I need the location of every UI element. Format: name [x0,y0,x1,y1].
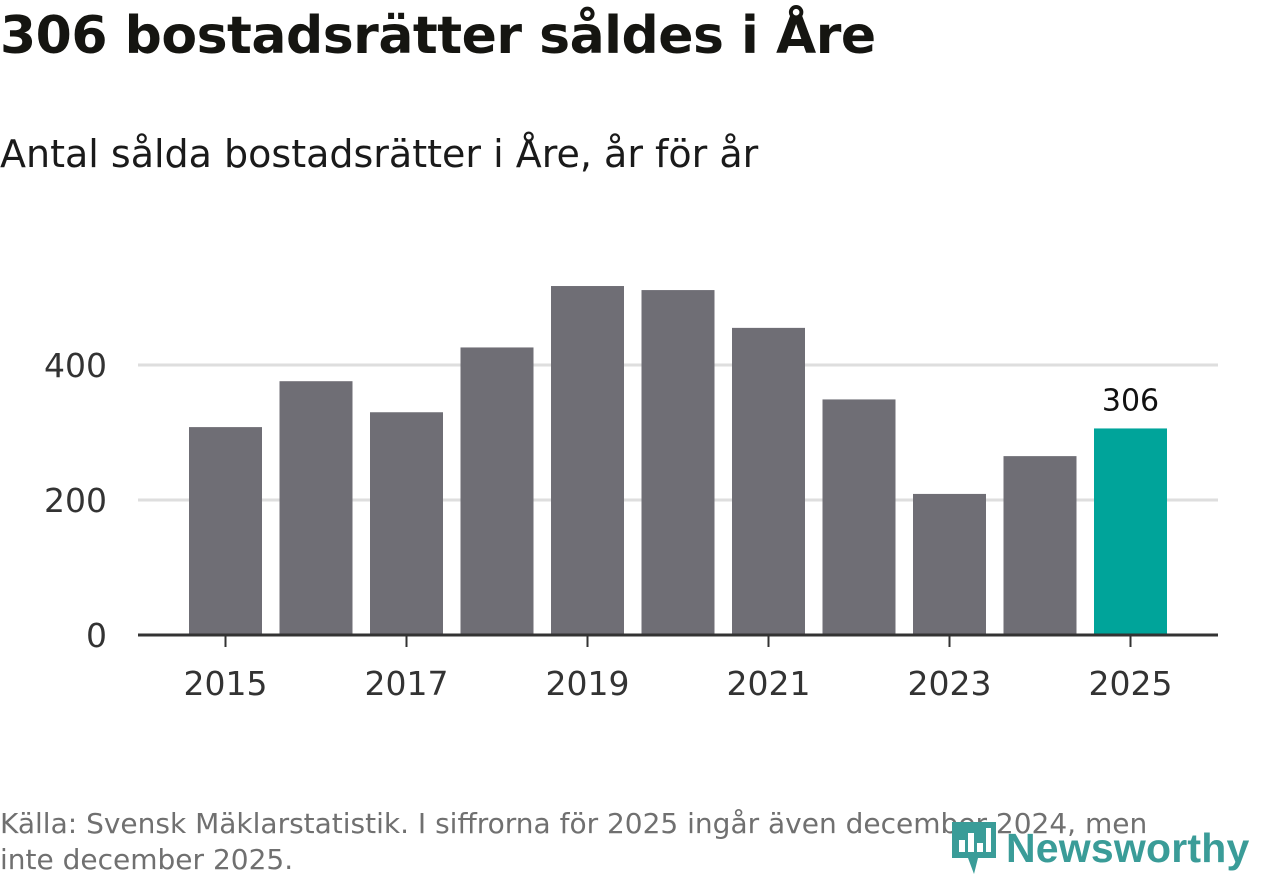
bar-chart: 0 200 400 2015 2017 2019 2021 2023 2025 306 [44,286,1218,703]
newsworthy-logo: Newsworthy [948,818,1250,878]
y-tick-label: 200 [44,481,107,520]
newsworthy-logo-icon [952,822,996,874]
chart-title: 306 bostadsrätter såldes i Åre [0,6,876,66]
bar-2019 [551,286,624,635]
y-tick-label: 0 [86,616,107,655]
bars [189,286,1167,635]
bar-2020 [641,290,715,635]
y-axis-ticks: 0 200 400 [44,346,107,655]
x-axis-ticks: 2015 2017 2019 2021 2023 2025 [184,635,1173,703]
y-tick-label: 400 [44,346,107,385]
bar-2022 [822,399,896,635]
data-labels: 306 [1102,383,1159,418]
x-tick-label: 2015 [184,664,268,703]
x-tick-label: 2019 [546,664,630,703]
bar-2015 [189,427,262,635]
bar-2023 [913,493,986,635]
bar-2018 [460,347,534,635]
x-tick-label: 2025 [1089,664,1173,703]
bar-2016 [279,381,353,635]
data-label-highlight: 306 [1102,383,1159,418]
x-tick-label: 2017 [365,664,449,703]
bar-2021 [732,327,805,635]
newsworthy-logo-text: Newsworthy [1006,824,1250,871]
chart-subtitle: Antal sålda bostadsrätter i Åre, år för … [0,132,759,176]
x-tick-label: 2023 [908,664,992,703]
bar-2024 [1003,456,1077,635]
bar-2025 [1094,428,1167,635]
bar-2017 [370,412,443,635]
x-tick-label: 2021 [727,664,811,703]
